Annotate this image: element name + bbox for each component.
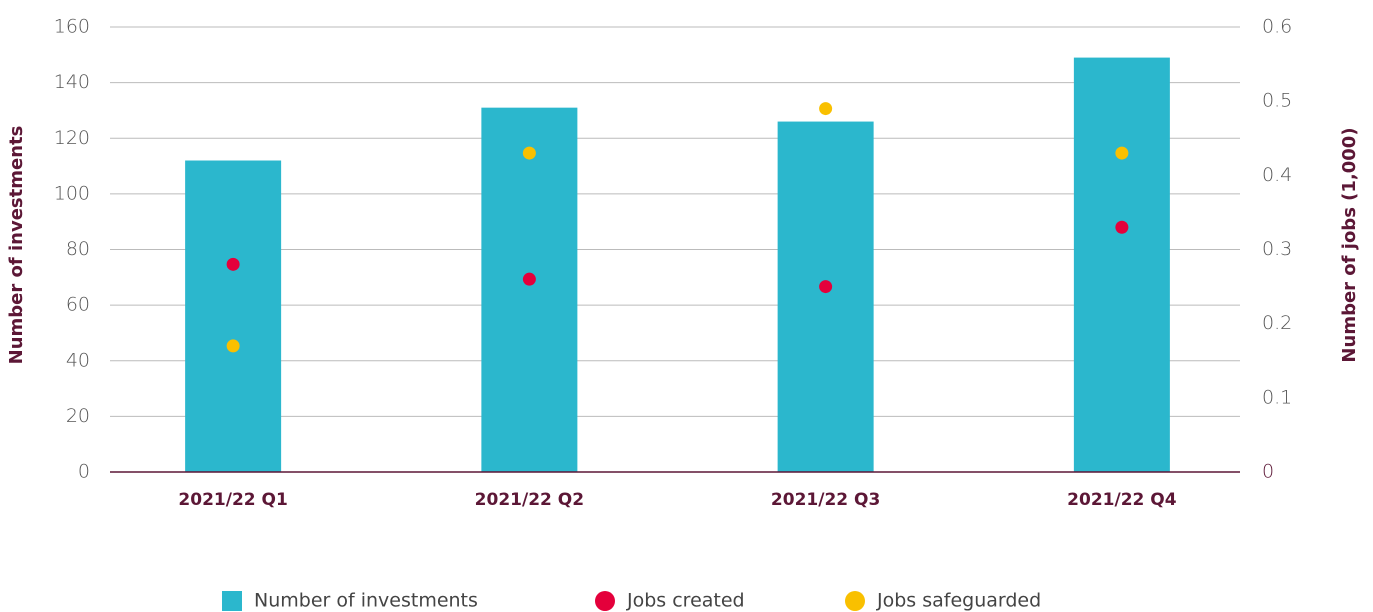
y-tick-label: 0: [78, 461, 90, 483]
y2-tick-label: 0.4: [1262, 164, 1292, 186]
legend-label: Number of investments: [254, 590, 478, 612]
x-tick-label: 2021/22 Q2: [475, 490, 584, 510]
legend-swatch: [595, 591, 615, 611]
point: [226, 339, 240, 353]
point: [819, 102, 833, 116]
point: [226, 257, 240, 271]
x-tick-label: 2021/22 Q3: [771, 490, 880, 510]
bar: [1073, 57, 1170, 472]
point: [1115, 146, 1129, 160]
x-tick-label: 2021/22 Q1: [178, 490, 287, 510]
y2-tick-label: 0.3: [1262, 238, 1292, 260]
y2-tick-label: 0.6: [1262, 16, 1292, 38]
y-tick-label: 140: [54, 71, 90, 93]
y-tick-label: 40: [66, 349, 90, 371]
x-tick-label: 2021/22 Q4: [1067, 490, 1177, 510]
y2-tick-label: 0.2: [1262, 312, 1292, 334]
y-tick-label: 80: [66, 238, 90, 260]
legend-label: Jobs created: [626, 590, 745, 612]
legend-swatch: [845, 591, 865, 611]
y-tick-label: 160: [54, 16, 90, 38]
y2-axis-label: Number of jobs (1,000): [1339, 127, 1360, 362]
y-tick-label: 120: [54, 127, 90, 149]
bar: [481, 107, 578, 472]
y-axis-label: Number of investments: [6, 126, 27, 365]
point: [1115, 220, 1129, 234]
point: [522, 272, 536, 286]
point: [522, 146, 536, 160]
y2-tick-label: 0: [1262, 461, 1274, 483]
point: [819, 280, 833, 294]
bar: [185, 160, 282, 472]
bar: [777, 121, 874, 472]
legend-swatch: [222, 591, 242, 611]
y2-tick-label: 0.1: [1262, 386, 1292, 408]
legend-label: Jobs safeguarded: [876, 590, 1041, 612]
y-tick-label: 100: [54, 182, 90, 204]
y-tick-label: 60: [66, 294, 90, 316]
y-tick-label: 20: [66, 405, 90, 427]
y2-tick-label: 0.5: [1262, 90, 1292, 112]
